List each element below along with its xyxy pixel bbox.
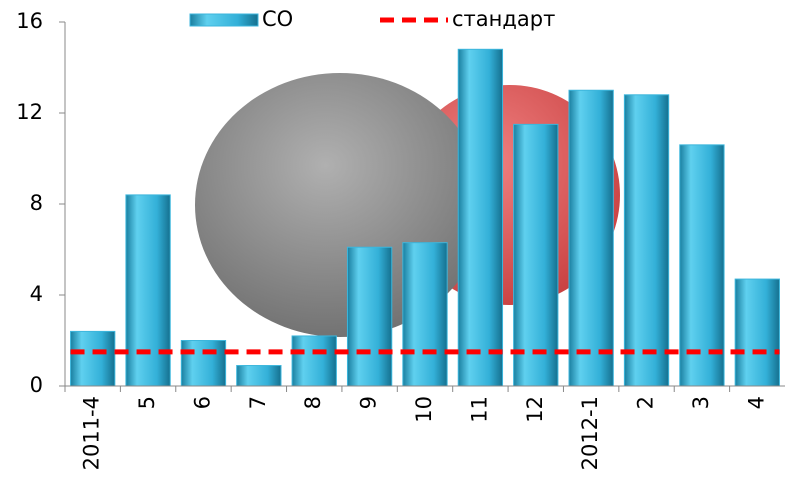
bar	[679, 144, 725, 387]
bar	[513, 123, 559, 387]
bar	[457, 48, 504, 387]
bar	[180, 340, 227, 387]
x-tick-label: 10	[412, 396, 436, 423]
x-tick-label: 2011-4	[80, 396, 104, 470]
x-tick-label: 8	[301, 396, 325, 409]
x-tick-label: 9	[357, 396, 381, 409]
x-tick-label: 6	[190, 396, 214, 409]
bar	[346, 246, 393, 387]
y-tick-label: 8	[30, 191, 43, 215]
bar	[623, 94, 670, 387]
bar	[125, 194, 171, 387]
legend: CO стандарт	[189, 7, 555, 31]
y-tick-label: 0	[30, 373, 43, 397]
bar	[402, 242, 448, 387]
x-tick-label: 12	[523, 396, 547, 423]
x-tick-label: 7	[246, 396, 270, 409]
bar	[70, 330, 116, 387]
x-tick-label: 4	[744, 396, 768, 409]
x-tick-label: 3	[689, 396, 713, 409]
x-tick-label: 5	[135, 396, 159, 409]
x-tick-label: 11	[467, 396, 491, 423]
x-tick-label: 2	[634, 396, 658, 409]
y-tick-label: 12	[16, 100, 43, 124]
bar	[734, 278, 780, 387]
bar	[568, 89, 614, 387]
y-tick-label: 16	[16, 9, 43, 33]
plot-area	[70, 48, 780, 387]
y-tick-label: 4	[30, 282, 43, 306]
legend-swatch	[189, 13, 259, 27]
legend-label: стандарт	[452, 7, 555, 31]
bar	[291, 335, 337, 387]
legend-label: CO	[262, 7, 293, 31]
x-tick-label: 2012-1	[578, 396, 602, 470]
bar	[236, 365, 282, 387]
